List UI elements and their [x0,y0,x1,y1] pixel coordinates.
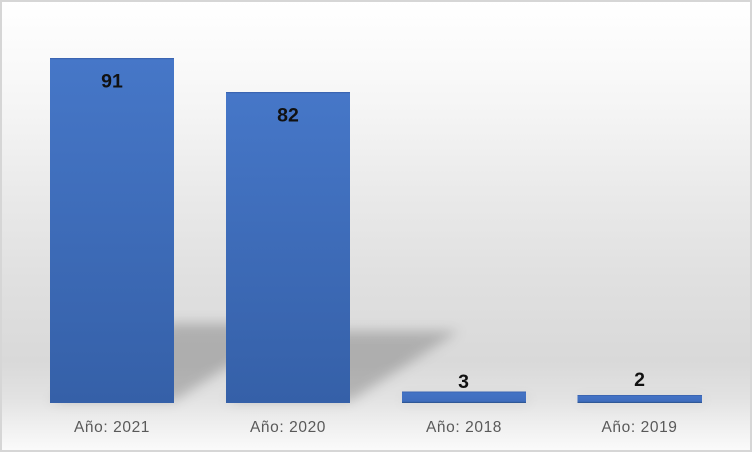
svg-text:82: 82 [277,105,299,127]
svg-text:Año: 2019: Año: 2019 [601,419,677,436]
svg-text:2: 2 [634,369,645,391]
svg-text:Año: 2020: Año: 2020 [250,419,326,436]
svg-text:91: 91 [101,71,123,93]
svg-text:3: 3 [458,371,469,393]
svg-text:Año: 2021: Año: 2021 [74,419,150,436]
svg-text:Año: 2018: Año: 2018 [426,419,502,436]
